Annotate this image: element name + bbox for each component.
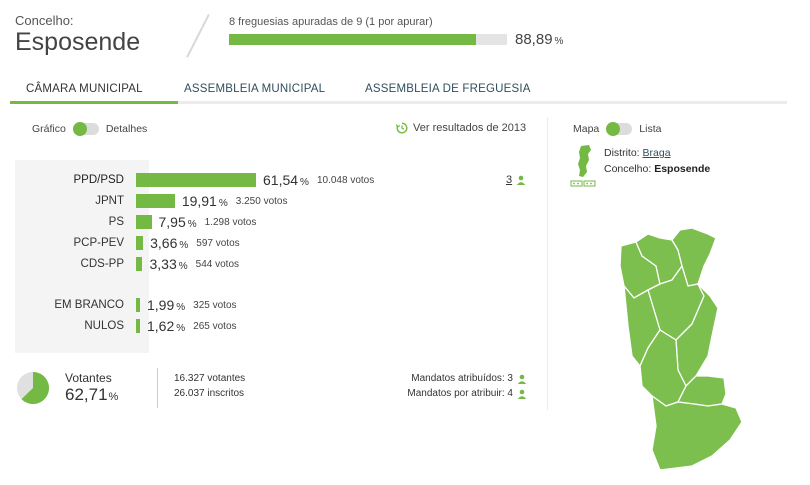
result-pct: 3,66%: [150, 235, 189, 251]
votantes-pct: 62,71%: [65, 385, 119, 404]
concelho-label: Concelho:: [15, 13, 74, 28]
party-name: NULOS: [84, 320, 124, 332]
party-name: PCP-PEV: [73, 237, 125, 249]
result-votes: 544 votos: [195, 258, 240, 270]
freguesia-area: [651, 395, 743, 471]
turnout-pie: [17, 372, 50, 404]
mandatos-por-atribuir: Mandatos por atribuir: 4: [407, 388, 527, 399]
tab-assembleia-freguesia[interactable]: ASSEMBLEIA DE FREGUESIA: [365, 83, 531, 95]
toggle-label-lista: Lista: [639, 123, 662, 135]
stats-divider: [157, 368, 158, 408]
result-votes: 3.250 votos: [235, 195, 288, 207]
toggle-label-mapa: Mapa: [573, 123, 600, 135]
mandatos-atribuidos: Mandatos atribuídos: 3: [411, 373, 527, 384]
tab-bar: CÂMARA MUNICIPAL ASSEMBLEIA MUNICIPAL AS…: [10, 78, 787, 104]
person-icon: [517, 389, 527, 399]
votantes-label: Votantes: [65, 371, 112, 385]
progress-value: 88,89%: [515, 31, 564, 48]
header-divider: [186, 14, 210, 58]
result-pct: 7,95%: [158, 214, 197, 230]
party-name: CDS-PP: [80, 258, 124, 270]
result-bar: [136, 319, 140, 333]
toggle-label-grafico: Gráfico: [32, 123, 66, 135]
ver-resultados-link[interactable]: Ver resultados de 2013: [396, 122, 526, 134]
party-name: PPD/PSD: [73, 174, 125, 186]
mandatos-count: 3: [506, 174, 513, 186]
progress-bar: [229, 34, 507, 45]
result-pct: 3,33%: [149, 256, 188, 272]
result-pct: 1,99%: [147, 297, 186, 313]
view-toggle-row: Gráfico Detalhes: [32, 122, 148, 136]
result-votes: 10.048 votos: [316, 174, 375, 186]
mandatos-atribuidos-text: Mandatos atribuídos: 3: [411, 373, 513, 384]
result-row: JPNT 19,91% 3.250 votos: [15, 192, 287, 210]
distrito-line: Distrito: Braga: [604, 147, 671, 159]
distrito-link[interactable]: Braga: [642, 147, 671, 159]
inscritos-count: 26.037 inscritos: [174, 388, 245, 399]
result-row: EM BRANCO 1,99% 325 votos: [15, 296, 237, 314]
result-pct: 1,62%: [147, 318, 186, 334]
result-bar: [136, 194, 175, 208]
mandatos-link[interactable]: 3: [506, 174, 526, 186]
party-name: EM BRANCO: [54, 299, 124, 311]
result-bar: [136, 236, 144, 250]
view-toggle[interactable]: [72, 122, 99, 136]
person-icon: [516, 175, 526, 185]
result-pct: 19,91%: [181, 193, 228, 209]
result-bar: [136, 298, 140, 312]
result-bar: [136, 215, 152, 229]
tab-camara-municipal[interactable]: CÂMARA MUNICIPAL: [26, 83, 143, 95]
history-icon: [396, 122, 408, 134]
party-name: JPNT: [95, 195, 124, 207]
map-toggle[interactable]: [606, 122, 633, 136]
result-votes: 325 votos: [193, 299, 237, 311]
distrito-label: Distrito:: [604, 147, 640, 159]
toggle-knob: [606, 122, 621, 136]
result-row: NULOS 1,62% 265 votos: [15, 317, 237, 335]
toggle-knob: [72, 122, 87, 136]
portugal-map-icon[interactable]: [570, 144, 598, 188]
map-toggle-row: Mapa Lista: [573, 122, 662, 136]
result-row: PS 7,95% 1.298 votos: [15, 213, 257, 231]
result-votes: 1.298 votos: [204, 216, 257, 228]
active-tab-indicator: [10, 101, 178, 104]
result-row: PCP-PEV 3,66% 597 votos: [15, 234, 240, 252]
person-icon: [517, 374, 527, 384]
ver-resultados-label: Ver resultados de 2013: [413, 122, 527, 134]
concelho-line: Concelho: Esposende: [604, 163, 710, 175]
concelho-label-map: Concelho:: [604, 163, 652, 175]
result-bar: [136, 257, 143, 271]
progress-text: 8 freguesias apuradas de 9 (1 por apurar…: [229, 16, 433, 28]
result-row: PPD/PSD 61,54% 10.048 votos: [15, 171, 375, 189]
page-title: Esposende: [15, 28, 141, 56]
progress-fill: [229, 34, 477, 45]
freguesia-area: [671, 227, 717, 287]
result-votes: 265 votos: [193, 320, 237, 332]
votantes-count: 16.327 votantes: [174, 373, 246, 384]
result-votes: 597 votos: [196, 237, 240, 249]
result-row: CDS-PP 3,33% 544 votos: [15, 255, 239, 273]
concelho-name-map: Esposende: [654, 163, 711, 175]
municipality-map: [619, 227, 743, 471]
party-name: PS: [108, 216, 124, 228]
mandatos-por-atribuir-text: Mandatos por atribuir: 4: [407, 388, 513, 399]
party-panel: [15, 160, 149, 353]
result-pct: 61,54%: [263, 172, 309, 188]
result-bar: [136, 173, 256, 187]
column-divider: [547, 117, 548, 410]
tab-assembleia-municipal[interactable]: ASSEMBLEIA MUNICIPAL: [184, 83, 326, 95]
toggle-label-detalhes: Detalhes: [105, 123, 148, 135]
